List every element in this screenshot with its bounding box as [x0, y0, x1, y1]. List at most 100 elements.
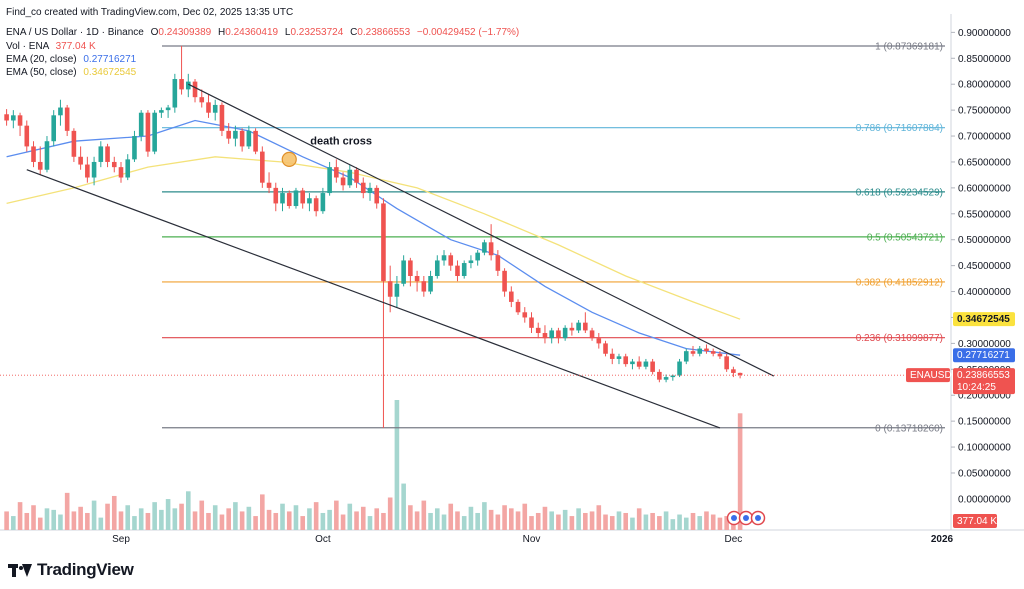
candle: [475, 250, 480, 266]
volume-bar: [455, 511, 460, 530]
candle-body: [125, 159, 131, 178]
candle-body: [192, 81, 198, 98]
volume-bar: [239, 511, 245, 530]
candle: [165, 104, 171, 118]
ohlc-open: O0.24309389: [150, 27, 212, 38]
candle: [300, 187, 305, 209]
volume-bar: [502, 505, 507, 530]
candle: [51, 110, 57, 147]
volume-price-badge-bg: [953, 514, 997, 528]
volume-bar: [44, 508, 50, 530]
candle-body: [105, 146, 110, 162]
countdown-badge: 10:24:25: [957, 382, 996, 393]
volume-bar: [320, 512, 326, 530]
candle: [710, 348, 716, 357]
volume-bar: [549, 511, 554, 530]
volume-bar: [616, 511, 622, 530]
tradingview-logo[interactable]: TradingView: [8, 560, 134, 580]
candle-body: [293, 190, 299, 207]
volume-bar: [630, 517, 635, 530]
candle-body: [697, 348, 703, 354]
volume-bar: [266, 509, 272, 530]
volume-bar: [643, 514, 649, 530]
candle-body: [51, 115, 57, 142]
volume-bar: [690, 512, 696, 530]
ema20-legend[interactable]: EMA (20, close) 0.27716271: [6, 54, 136, 65]
candle: [461, 260, 467, 279]
volume-bar: [401, 483, 406, 530]
candle-body: [44, 141, 50, 170]
candle: [529, 312, 534, 334]
candle: [556, 327, 561, 344]
volume-bar: [589, 511, 595, 530]
candle: [434, 255, 440, 279]
death-cross-label: death cross: [310, 135, 372, 147]
candle-body: [609, 353, 615, 359]
y-tick-label: 0.45000000: [958, 261, 1011, 272]
candle-body: [576, 322, 581, 331]
candle-body: [233, 130, 238, 139]
candle: [24, 120, 30, 152]
ohlc-low: L0.23253724: [284, 27, 344, 38]
volume-bar: [529, 516, 534, 530]
volume-bar: [515, 511, 521, 530]
y-tick-label: 0.90000000: [958, 28, 1011, 39]
volume-bar: [51, 509, 57, 530]
volume-bar: [441, 514, 447, 530]
candle: [44, 136, 50, 173]
y-tick-label: 0.55000000: [958, 209, 1011, 220]
candle-body: [569, 327, 575, 331]
candle-body: [145, 112, 151, 152]
candle-body: [515, 301, 521, 313]
candle-body: [401, 260, 406, 284]
y-tick-label: 0.30000000: [958, 339, 1011, 350]
candle-body: [643, 361, 649, 367]
y-tick-label: 0.15000000: [958, 417, 1011, 428]
candle: [737, 372, 743, 379]
candle-body: [710, 351, 716, 354]
candle-body: [226, 130, 231, 139]
volume-bar: [145, 512, 151, 530]
volume-legend[interactable]: Vol · ENA 377.04 K: [6, 41, 96, 52]
candle: [340, 172, 346, 191]
volume-bar: [273, 512, 279, 530]
volume-bar: [226, 508, 231, 530]
candle: [172, 73, 178, 113]
y-tick-label: 0.70000000: [958, 132, 1011, 143]
volume-bar: [138, 508, 144, 530]
candle-body: [421, 281, 427, 292]
candle-body: [118, 167, 124, 178]
candle: [199, 89, 205, 108]
y-tick-label: 0.00000000: [958, 494, 1011, 505]
volume-bar: [246, 506, 252, 530]
candle-body: [280, 193, 285, 204]
volume-bar: [85, 512, 90, 530]
volume-bar: [212, 505, 218, 530]
channel-trendline: [188, 83, 775, 377]
candle-body: [717, 353, 723, 357]
ema50-legend-label: EMA (50, close): [6, 67, 77, 78]
volume-bar: [313, 502, 319, 530]
candle: [354, 167, 359, 188]
candle-body: [172, 79, 178, 108]
candle-body: [253, 130, 258, 152]
candle: [657, 369, 662, 383]
candle: [313, 195, 319, 217]
candle: [334, 159, 339, 183]
candle: [448, 252, 454, 271]
y-tick-label: 0.80000000: [958, 80, 1011, 91]
candle-body: [367, 187, 373, 194]
volume-bar: [724, 516, 729, 530]
candle-body: [475, 252, 480, 261]
ema50-legend[interactable]: EMA (50, close) 0.34672545: [6, 67, 136, 78]
tradingview-logo-text: TradingView: [37, 560, 134, 579]
symbol-title[interactable]: ENA / US Dollar · 1D · Binance: [6, 27, 144, 38]
volume-bar: [58, 514, 63, 530]
candle: [468, 255, 474, 269]
volume-bar: [98, 517, 104, 530]
symbol-line: ENA / US Dollar · 1D · Binance O0.243093…: [6, 27, 519, 38]
candle-body: [408, 260, 413, 276]
volume-bar: [381, 512, 386, 530]
candle: [246, 125, 252, 149]
